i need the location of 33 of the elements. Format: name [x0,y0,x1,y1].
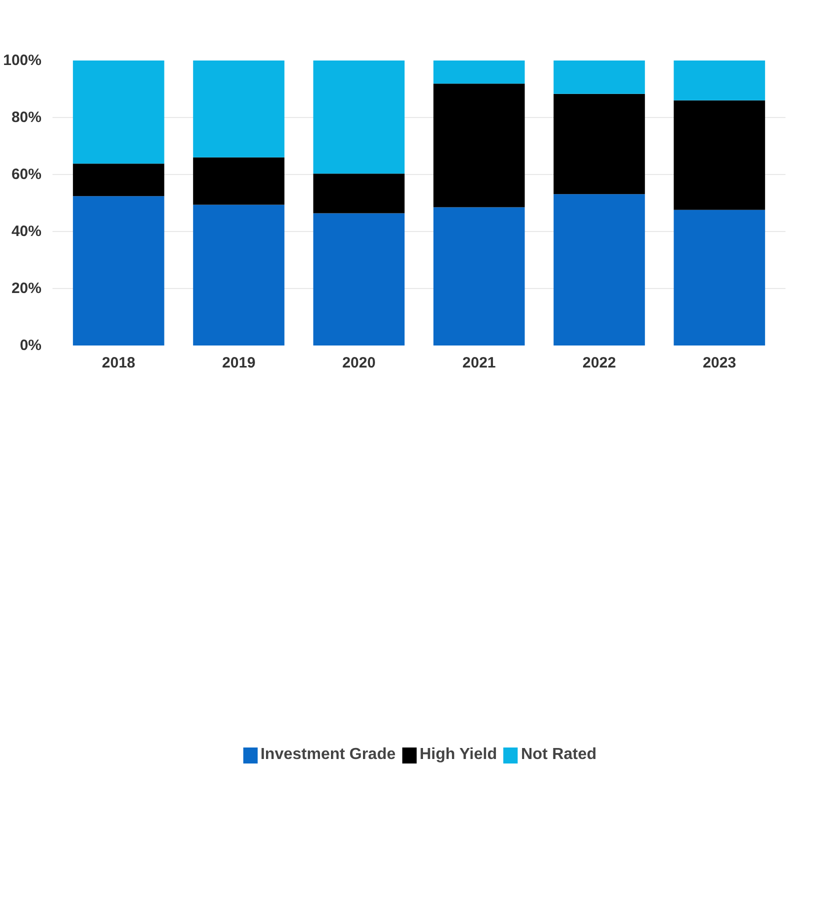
bar [193,157,284,205]
bar [674,100,766,210]
bar [193,60,284,158]
x-tick-label: 2022 [582,354,616,372]
bar [72,60,164,164]
x-tick-label: 2019 [222,354,256,372]
legend-label: High Yield [420,746,497,764]
y-tick-label: 20% [11,280,42,297]
bar [554,94,645,194]
bar [674,210,766,346]
bar [433,84,525,208]
y-tick-label: 100% [3,52,42,69]
bar [554,194,645,346]
x-tick-label: 2023 [702,354,736,372]
x-tick-label: 2021 [462,354,496,372]
bar [72,196,164,346]
bar [433,60,525,84]
bar [313,60,405,174]
bar [554,60,645,94]
bar [313,213,405,346]
bar [72,164,164,196]
y-tick-label: 80% [11,109,42,126]
y-tick-label: 40% [11,223,42,240]
y-tick-label: 0% [20,337,42,354]
bar [313,174,405,214]
bar [193,204,284,346]
x-tick-label: 2020 [342,354,376,372]
legend-label: Investment Grade [260,746,396,764]
bar [433,207,525,346]
y-tick-label: 60% [11,166,42,183]
bar [674,60,766,100]
x-tick-label: 2018 [102,354,136,372]
legend-label: Not Rated [520,746,597,764]
